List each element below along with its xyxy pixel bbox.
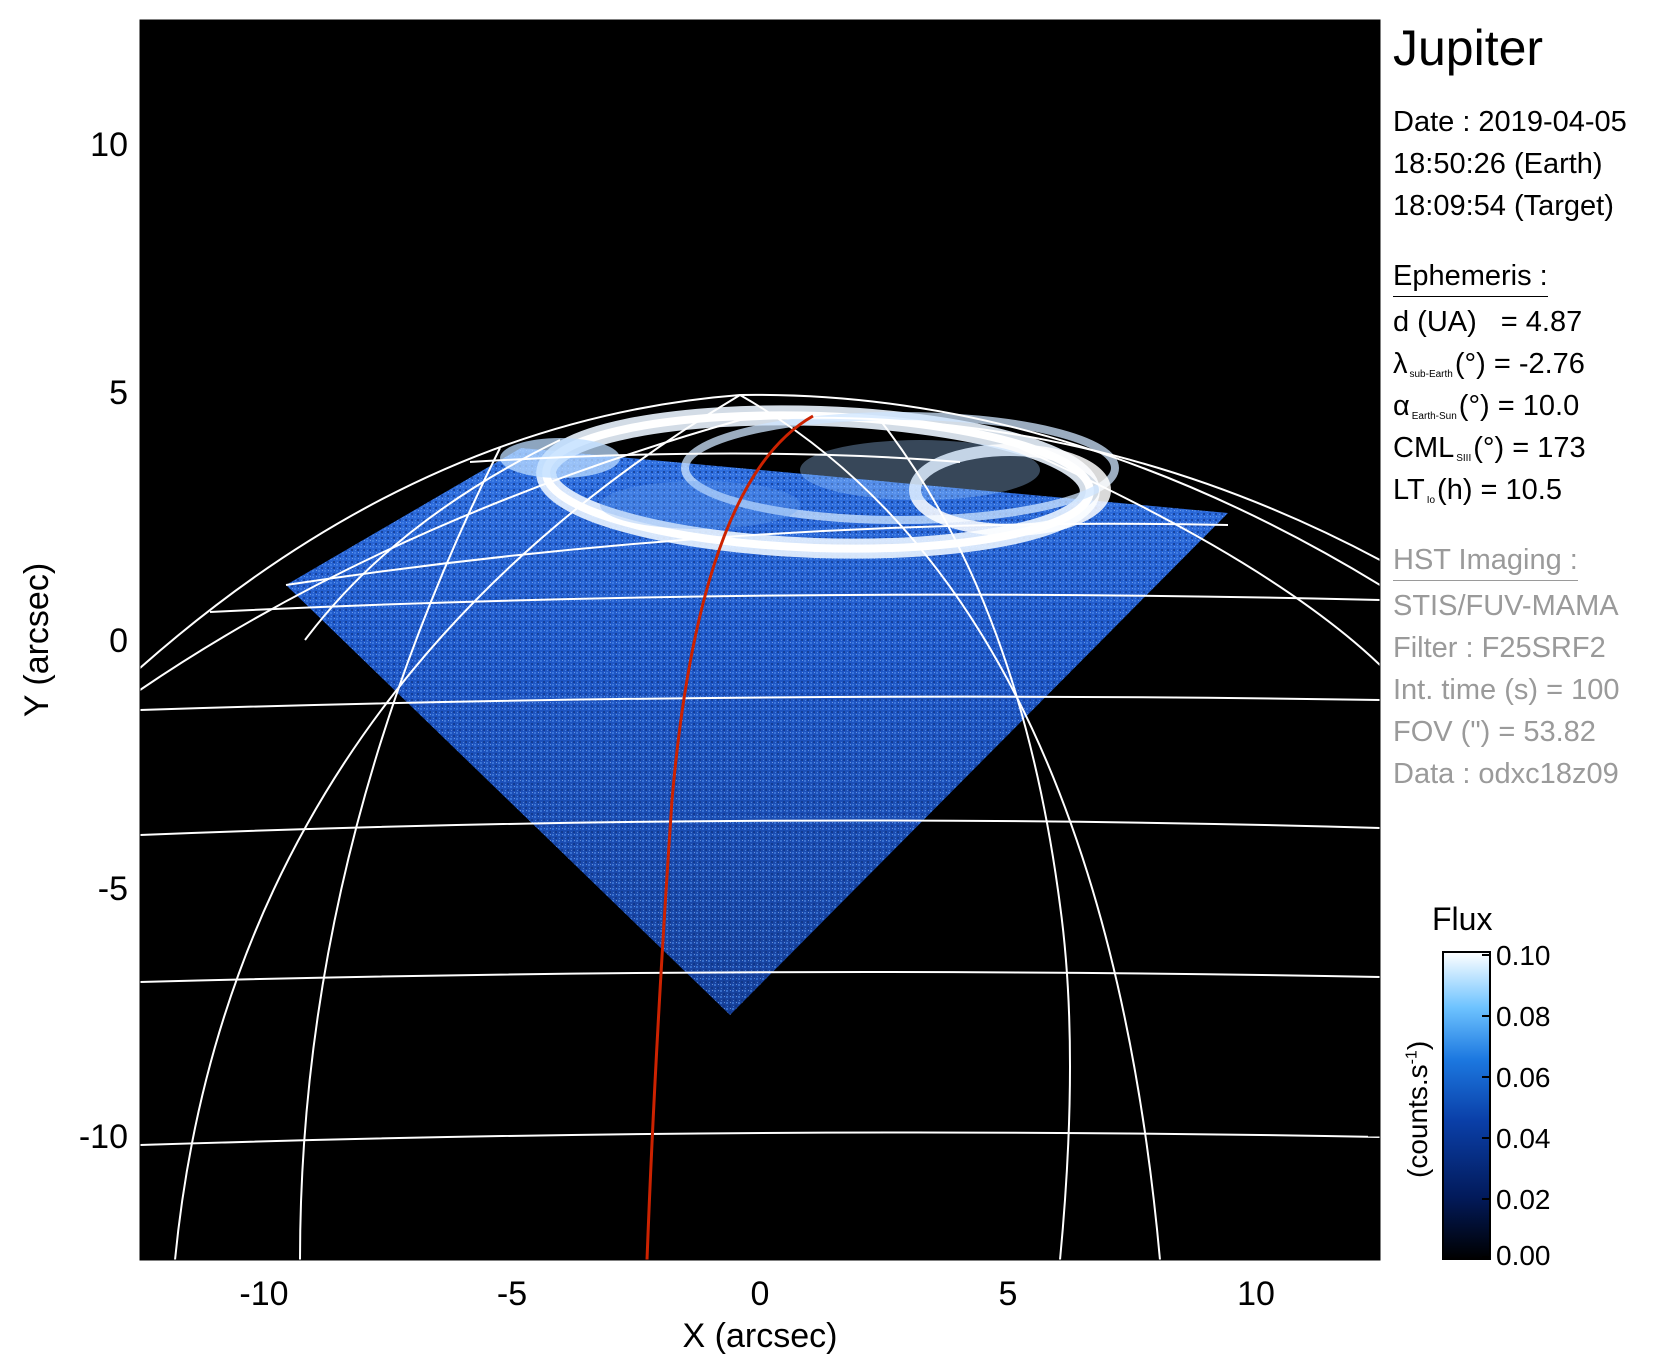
lat-subscript: sub-Earth (1409, 369, 1453, 380)
lt-value: (h) = 10.5 (1437, 474, 1562, 506)
cml-symbol: CML (1393, 432, 1455, 464)
distance-label: d (UA) (1393, 306, 1477, 338)
colorbar-tick-label: 0.06 (1496, 1062, 1551, 1093)
longitude-line (1019, 447, 1380, 666)
central-meridian-line (645, 414, 814, 1260)
longitude-line (739, 394, 1161, 1260)
y-axis-ticks: 10 5 0 -5 -10 (79, 126, 1380, 1156)
cml-row: CML SIII(°) = 173 (1393, 430, 1586, 477)
latitude-line (209, 593, 1380, 613)
phase-symbol: α (1393, 390, 1410, 422)
colorbar-ticks (1482, 954, 1490, 1258)
integration-time: Int. time (s) = 100 (1393, 674, 1620, 706)
x-tick-label: 5 (999, 1275, 1018, 1313)
y-tick-label: -10 (79, 1118, 128, 1156)
date-line: Date : 2019-04-05 (1393, 106, 1627, 138)
colorbar-unit-base: (counts.s (1402, 1064, 1433, 1178)
y-axis-label: Y (arcsec) (18, 563, 56, 717)
colorbar-title: Flux (1432, 901, 1493, 937)
longitude-line (304, 439, 561, 641)
y-tick-label: 10 (90, 126, 128, 164)
longitude-line (174, 394, 741, 1260)
distance-row: d (UA) = 4.87 (1393, 304, 1582, 340)
longitude-line (299, 447, 501, 1260)
sub-earth-latitude-row: λ sub-Earth(°) = -2.76 (1393, 346, 1585, 393)
earth-time: 18:50:26 (Earth) (1393, 148, 1603, 180)
cml-subscript: SIII (1456, 453, 1472, 464)
target-time: 18:09:54 (Target) (1393, 190, 1614, 222)
colorbar-tick-label: 0.04 (1496, 1123, 1551, 1154)
x-tick-label: 0 (751, 1275, 770, 1313)
lat-symbol: λ (1393, 348, 1408, 380)
distance-value: = 4.87 (1500, 306, 1583, 338)
phase-value: (°) = 10.0 (1458, 390, 1580, 422)
x-axis-label: X (arcsec) (683, 1317, 838, 1355)
x-tick-label: -10 (239, 1275, 288, 1313)
y-tick-label: 5 (109, 374, 128, 412)
x-tick-label: -5 (497, 1275, 527, 1313)
lat-lon-grid (140, 393, 1380, 1260)
ephemeris-header: Ephemeris : (1393, 258, 1548, 297)
lt-subscript: Io (1426, 495, 1436, 506)
y-tick-label: -5 (98, 870, 128, 908)
colorbar-tick-label: 0.08 (1496, 1001, 1551, 1032)
x-tick-label: 10 (1237, 1275, 1275, 1313)
dataset-id: Data : odxc18z09 (1393, 758, 1619, 790)
latitude-line (140, 416, 1380, 691)
colorbar-tick-label: 0.00 (1496, 1240, 1551, 1271)
colorbar-unit-close: ) (1402, 1040, 1433, 1051)
latitude-line (285, 522, 1229, 586)
field-of-view: FOV (") = 53.82 (1393, 716, 1596, 748)
phase-subscript: Earth-Sun (1411, 411, 1457, 422)
colorbar-unit-exponent: -1 (1403, 1050, 1421, 1065)
colorbar (1442, 951, 1491, 1260)
latitude-line (140, 1131, 1380, 1146)
lt-symbol: LT (1393, 474, 1425, 506)
longitude-line (879, 419, 1071, 1260)
latitude-line (140, 819, 1380, 836)
y-tick-label: 0 (109, 622, 128, 660)
cml-value: (°) = 173 (1473, 432, 1586, 464)
filter: Filter : F25SRF2 (1393, 632, 1606, 664)
colorbar-unit-label: (counts.s-1) (1402, 1041, 1434, 1178)
image-noise-texture (286, 448, 1228, 1015)
colorbar-tick-label: 0.02 (1496, 1184, 1551, 1215)
instrument: STIS/FUV-MAMA (1393, 590, 1619, 622)
latitude-line (469, 452, 961, 463)
lat-value: (°) = -2.76 (1454, 348, 1585, 380)
observation-info-panel: Jupiter Date : 2019-04-05 18:50:26 (Eart… (1393, 0, 1676, 1367)
latitude-line (140, 695, 1380, 711)
x-axis-ticks: -10 -5 0 5 10 (239, 20, 1275, 1313)
phase-angle-row: α Earth-Sun(°) = 10.0 (1393, 388, 1579, 435)
target-name: Jupiter (1393, 20, 1544, 76)
hst-header: HST Imaging : (1393, 542, 1578, 581)
local-time-row: LT Io(h) = 10.5 (1393, 472, 1562, 519)
colorbar-tick-label: 0.10 (1496, 940, 1551, 971)
